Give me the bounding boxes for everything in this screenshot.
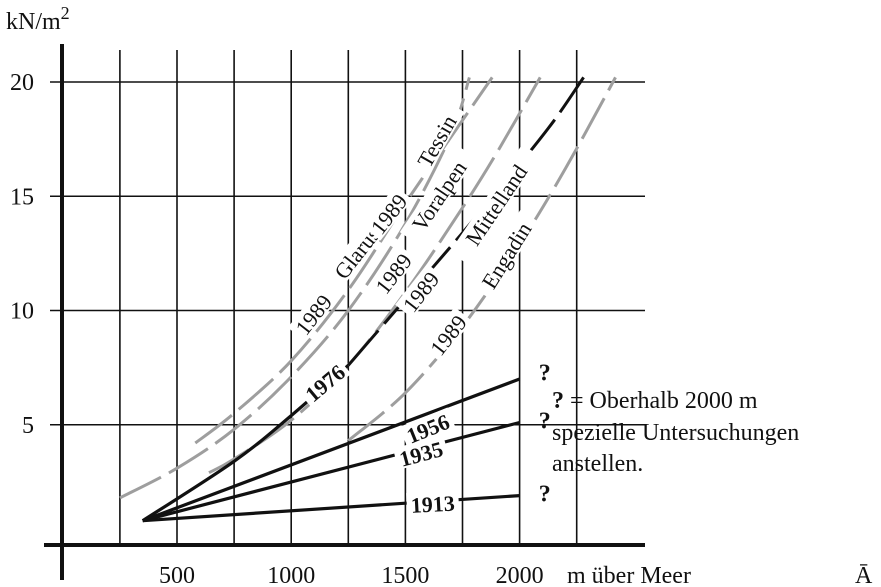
label-bg-1976-year xyxy=(297,356,352,408)
question-mark-1: ? xyxy=(539,408,551,434)
x-tick-label-1000: 1000 xyxy=(267,563,315,587)
label-bg-1913-year xyxy=(406,490,460,516)
annotation-line-1: ? = Oberhalb 2000 m xyxy=(552,388,758,414)
series-labels: 1989Glarus1989Tessin1989Voralpen1989Mitt… xyxy=(287,101,551,518)
annotation-line-2: spezielle Untersuchungen xyxy=(552,420,799,446)
label-bg-1989-mittelland-year xyxy=(395,263,445,319)
question-mark-2: ? xyxy=(539,482,551,508)
label-bg-1989-tessin-region xyxy=(406,101,465,180)
label-bg-1989-tessin-year xyxy=(363,186,413,241)
y-axis-label: kN/m2 xyxy=(6,3,70,35)
series-line-1989-tessin xyxy=(194,76,494,445)
label-bg-1935-year xyxy=(392,435,449,470)
series-line-1989-glarus xyxy=(119,76,471,500)
x-tick-label-1500: 1500 xyxy=(381,563,429,587)
label-bg-1956-year xyxy=(399,407,456,448)
label-bg-1989-engadin-year xyxy=(422,307,472,362)
x-axis-label: m über Meer xyxy=(567,563,691,587)
series-label-1935-year: 1935 xyxy=(397,436,446,472)
annotation-line-3: anstellen. xyxy=(552,451,643,477)
annotation-legend: ? = Oberhalb 2000 m spezielle Untersuchu… xyxy=(552,388,799,477)
label-bg-1989-mittelland-region xyxy=(449,144,541,265)
label-bg-1989-voralpen-year xyxy=(367,245,418,300)
y-tick-label-15: 15 xyxy=(10,184,34,210)
series-label-1913-year: 1913 xyxy=(410,491,455,518)
series-line-1956 xyxy=(142,377,521,523)
series-line-1935 xyxy=(142,420,521,523)
label-bg-1989-engadin-region xyxy=(471,210,539,300)
label-bg-1989-voralpen-region xyxy=(399,145,477,245)
tick-labels: 500 1000 1500 2000 5 10 15 20 xyxy=(10,70,544,587)
series xyxy=(119,76,617,523)
x-tick-label-500: 500 xyxy=(159,563,195,587)
question-mark-0: ? xyxy=(539,360,551,386)
y-tick-label-20: 20 xyxy=(10,70,34,96)
y-tick-label-10: 10 xyxy=(10,299,34,325)
x-tick-label-2000: 2000 xyxy=(496,563,544,587)
question-mark-symbol: ? xyxy=(552,388,564,414)
corner-glyph: Ā xyxy=(855,563,873,587)
label-bg-1989-glarus-year xyxy=(287,286,338,342)
y-tick-label-5: 5 xyxy=(22,413,34,439)
axes xyxy=(44,44,645,580)
